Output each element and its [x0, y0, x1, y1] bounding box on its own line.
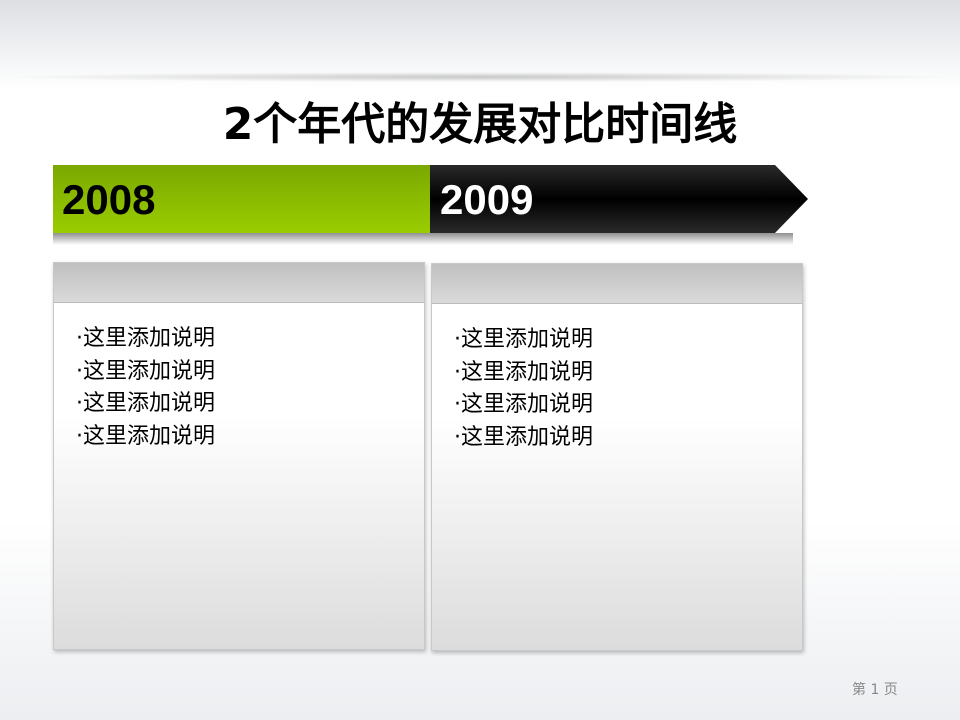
timeline-shadow	[53, 233, 793, 245]
panel-header	[432, 264, 802, 304]
timeline-arrow-2009	[430, 165, 808, 233]
list-item: ·这里添加说明	[454, 359, 594, 385]
list-item: ·这里添加说明	[76, 358, 216, 384]
list-item: ·这里添加说明	[454, 424, 594, 450]
slide-title: 2个年代的发展对比时间线	[222, 99, 738, 150]
page-number: 第 1 页	[852, 682, 898, 698]
year-label-2008: 2008	[62, 176, 156, 223]
list-item: ·这里添加说明	[454, 327, 594, 352]
list-item: ·这里添加说明	[76, 423, 216, 449]
timeline-segment-2008	[53, 165, 430, 233]
list-item: ·这里添加说明	[76, 326, 216, 351]
list-item: ·这里添加说明	[454, 392, 594, 417]
year-label-2009: 2009	[440, 176, 534, 223]
panel-2009: ·这里添加说明 ·这里添加说明 ·这里添加说明 ·这里添加说明	[431, 263, 803, 651]
top-divider	[0, 72, 960, 82]
list-item: ·这里添加说明	[76, 391, 216, 416]
panel-header	[54, 263, 424, 303]
panel-2008: ·这里添加说明 ·这里添加说明 ·这里添加说明 ·这里添加说明	[53, 262, 425, 650]
